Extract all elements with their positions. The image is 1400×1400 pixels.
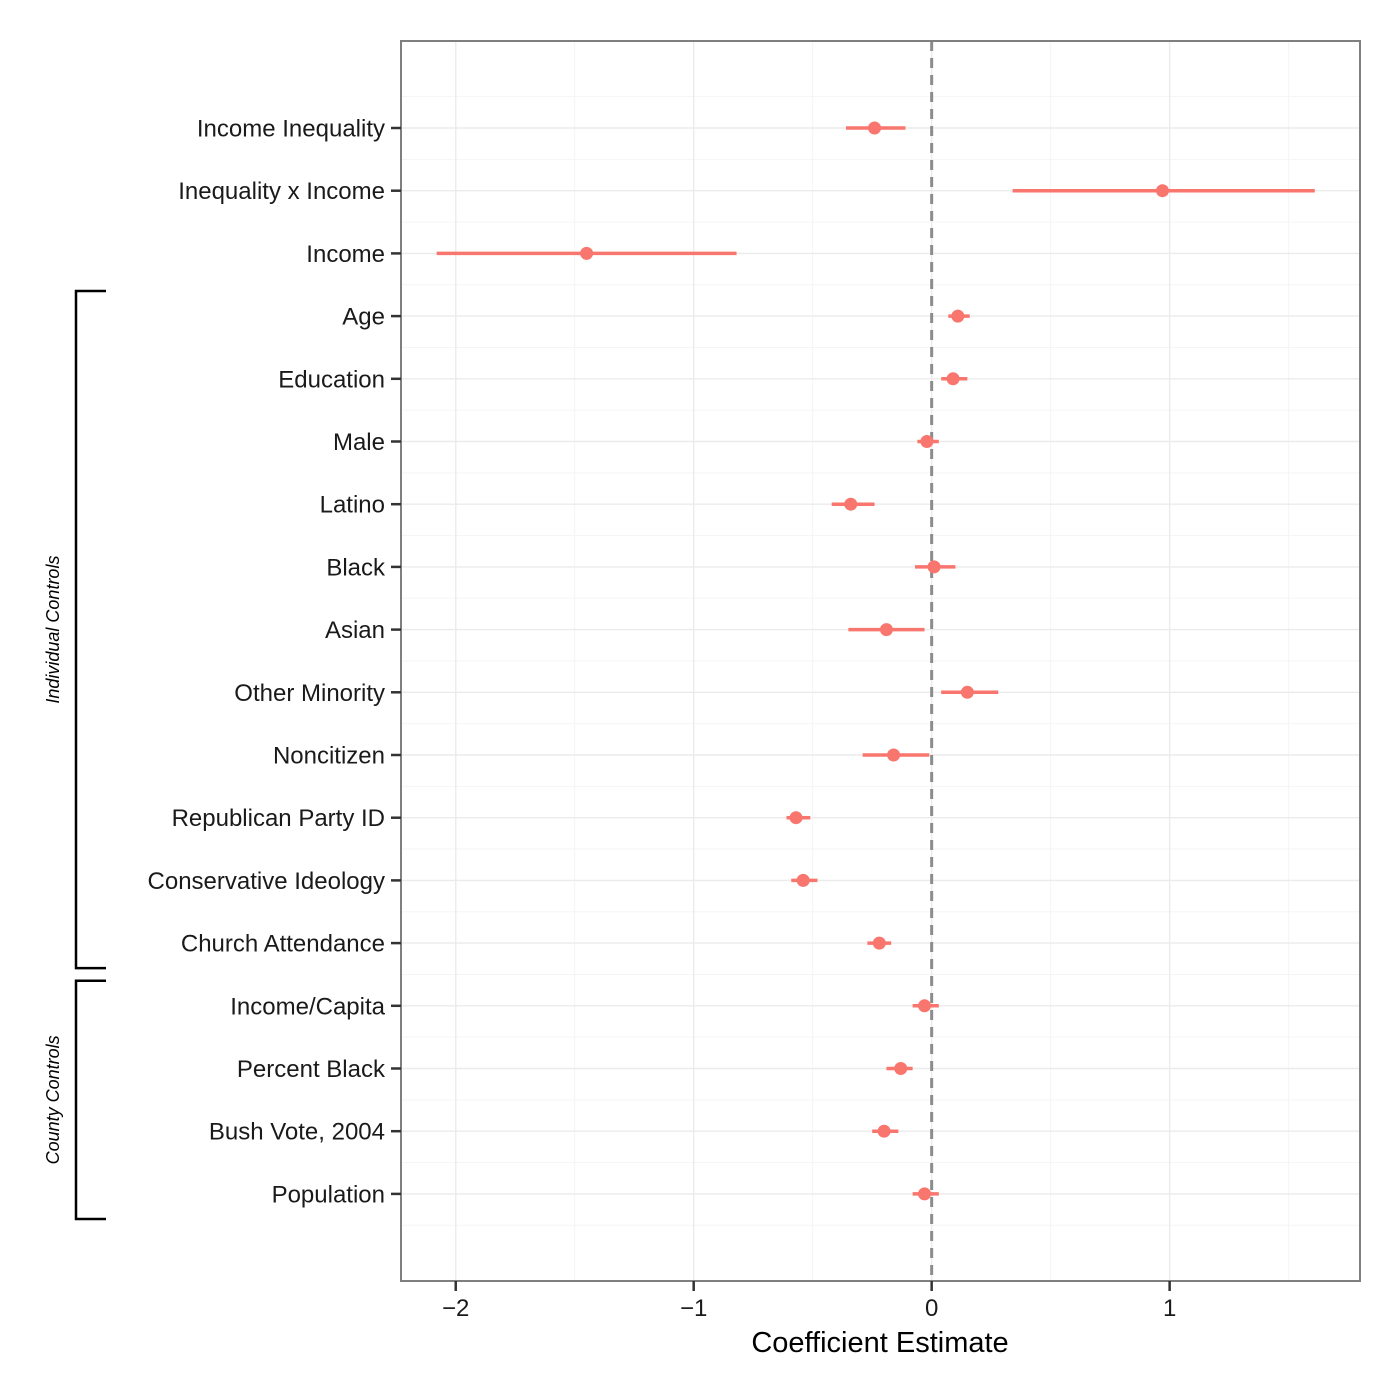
coefficient-point bbox=[877, 1124, 891, 1138]
y-tick-label: Inequality x Income bbox=[178, 178, 385, 205]
coefficient-point bbox=[1155, 184, 1169, 198]
coefficient-point bbox=[789, 811, 803, 825]
y-tick-label: Male bbox=[333, 429, 385, 456]
plot-panel-border bbox=[400, 40, 1361, 1282]
group-bracket bbox=[74, 979, 106, 1221]
y-tick-label: Bush Vote, 2004 bbox=[209, 1119, 385, 1146]
y-tick-label: Education bbox=[278, 366, 385, 393]
control-group-brackets: Individual Controls County Controls bbox=[43, 289, 106, 1221]
coefficient-marks bbox=[436, 121, 1315, 1201]
group-label: County Controls bbox=[43, 1035, 63, 1164]
coefficient-point bbox=[844, 497, 858, 511]
coefficient-point bbox=[796, 873, 810, 887]
y-tick-label: Population bbox=[272, 1181, 385, 1208]
x-tick-label: 1 bbox=[1163, 1295, 1176, 1322]
coefficient-point bbox=[946, 372, 960, 386]
y-tick-label: Income/Capita bbox=[230, 993, 385, 1020]
x-axis-title: Coefficient Estimate bbox=[751, 1327, 1008, 1359]
coefficient-point bbox=[927, 560, 941, 574]
coefficient-point bbox=[951, 309, 965, 323]
y-tick-label: Other Minority bbox=[234, 680, 385, 707]
coefficient-point bbox=[879, 623, 893, 637]
y-tick-label: Percent Black bbox=[237, 1056, 386, 1083]
y-tick-label: Black bbox=[326, 554, 386, 581]
y-tick-label: Income Inequality bbox=[197, 116, 385, 143]
coefficient-point bbox=[887, 748, 901, 762]
coefficient-point bbox=[918, 1187, 932, 1201]
y-axis: Income Inequality Inequality x Income Inco… bbox=[148, 116, 401, 1208]
y-tick-label: Age bbox=[342, 304, 385, 331]
y-tick-label: Republican Party ID bbox=[172, 805, 385, 832]
x-tick-label: −2 bbox=[442, 1295, 469, 1322]
y-tick-label: Noncitizen bbox=[273, 743, 385, 770]
x-tick-label: 0 bbox=[925, 1295, 938, 1322]
y-tick-label: Latino bbox=[320, 492, 385, 519]
coefficient-point bbox=[920, 435, 934, 448]
x-tick-label: −1 bbox=[680, 1295, 707, 1322]
coefficient-point bbox=[918, 999, 932, 1013]
coefficient-point bbox=[868, 121, 882, 135]
coefficient-point bbox=[580, 246, 594, 260]
y-tick-label: Income bbox=[306, 241, 385, 268]
coefficient-point bbox=[872, 936, 886, 950]
y-tick-label: Asian bbox=[325, 617, 385, 644]
y-tick-label: Church Attendance bbox=[181, 931, 385, 958]
group-bracket bbox=[74, 289, 106, 970]
coefficient-point bbox=[894, 1062, 908, 1075]
y-tick-label: Conservative Ideology bbox=[148, 868, 385, 895]
x-axis: −2 −1 0 1 bbox=[442, 1281, 1176, 1322]
coefficient-point bbox=[960, 685, 974, 699]
grid-lines bbox=[401, 41, 1360, 1281]
group-label: Individual Controls bbox=[43, 556, 63, 704]
